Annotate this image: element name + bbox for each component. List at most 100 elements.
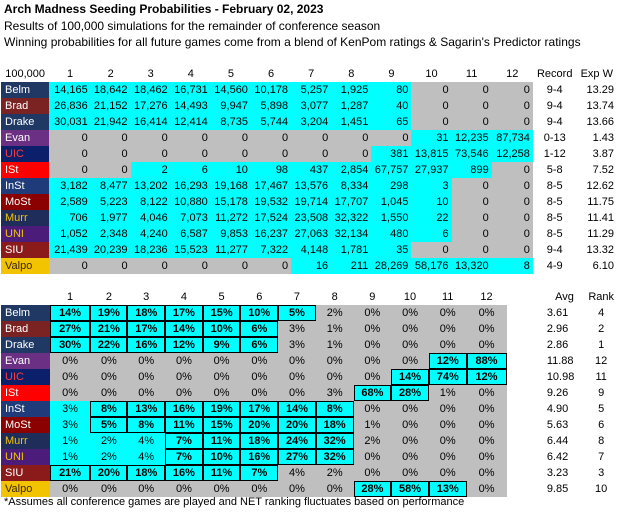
seed-percent-cell: 22% (90, 337, 128, 353)
seed-percent-cell: 0% (466, 481, 507, 497)
rank-col-header: Rank (588, 291, 614, 303)
seed-percent-cell: 15% (202, 417, 241, 433)
seed-percent-cell: 16% (127, 337, 166, 353)
seed-percent-cell: 0% (391, 401, 429, 417)
seed-count-cell: 11,272 (210, 210, 251, 226)
table-row: Drake 30,031 21,942 16,414 12,414 8,735 5,744 3… (1, 114, 617, 130)
team-label: Murr (1, 210, 50, 226)
team-label: InSt (1, 178, 50, 194)
seed-count-cell: 0 (291, 130, 332, 146)
seed-percent-cell: 68% (353, 385, 392, 401)
record-cell: 0-13 (543, 132, 566, 144)
seed-count-cell: 706 (49, 210, 91, 226)
expw-cell: 1.43 (592, 132, 614, 144)
seed-count-cell: 2,854 (331, 162, 372, 178)
team-label: InSt (1, 401, 50, 417)
seed-col-header: 2 (107, 68, 114, 80)
seed-percent-cell: 0% (127, 353, 166, 369)
seed-count-cell: 0 (491, 242, 533, 258)
seed-percent-cell: 0% (240, 385, 279, 401)
seed-count-cell: 13,576 (291, 178, 332, 194)
seed-count-cell: 0 (49, 258, 91, 274)
seed-percent-cell: 10% (240, 305, 279, 321)
seed-percent-cell: 20% (240, 417, 279, 433)
team-label: MoSt (1, 417, 50, 433)
seed-count-cell: 211 (331, 258, 372, 274)
team-label: Drake (1, 114, 50, 130)
seed-count-cell: 0 (210, 130, 251, 146)
seed-count-cell: 0 (411, 242, 452, 258)
seed-count-cell: 5,223 (90, 194, 131, 210)
seed-count-cell: 0 (491, 114, 533, 130)
seed-percent-cell: 0% (428, 417, 467, 433)
table-row: Evan 0% 0% 0% 0% 0% 0% 0% 0% 0% 0% 12% 88% 11.88 12 (1, 353, 617, 369)
avg-cell: 9.26 (546, 387, 569, 399)
rank-cell: 2 (598, 323, 605, 335)
seed-count-cell: 0 (451, 242, 492, 258)
seed-count-cell: 0 (130, 146, 171, 162)
seed-count-cell: 0 (331, 146, 372, 162)
seed-count-cell: 30,031 (49, 114, 91, 130)
team-label: Brad (1, 98, 50, 114)
seed-percent-cell: 12% (466, 369, 507, 385)
expw-cell: 7.52 (592, 164, 614, 176)
seed-percent-cell: 1% (315, 337, 354, 353)
table-row: Brad 26,836 21,152 17,276 14,493 9,947 5,898 3,… (1, 98, 617, 114)
seed-count-cell: 8,735 (210, 114, 251, 130)
seed-counts-table: 100,000 1 2 3 4 5 6 7 8 9 10 11 12 Recor… (1, 66, 617, 274)
seed-count-cell: 1,052 (49, 226, 91, 242)
seed-percent-cell: 28% (391, 385, 429, 401)
seed-col-header: 11 (442, 291, 454, 303)
seed-count-cell: 18,462 (130, 82, 171, 98)
seed-count-cell: 0 (451, 210, 492, 226)
seed-percent-cell: 0% (315, 369, 354, 385)
seed-count-cell: 12,414 (170, 114, 211, 130)
seed-count-cell: 0 (371, 130, 412, 146)
seed-count-cell: 2,589 (49, 194, 91, 210)
seed-percent-cell: 0% (165, 385, 203, 401)
seed-count-cell: 0 (451, 194, 492, 210)
seed-count-cell: 0 (170, 146, 211, 162)
seed-count-cell: 0 (250, 146, 292, 162)
seed-percent-cell: 0% (353, 401, 392, 417)
seed-count-cell: 1,287 (331, 98, 372, 114)
seed-count-cell: 7,073 (170, 210, 211, 226)
seed-count-cell: 10 (210, 162, 251, 178)
seed-percent-cell: 0% (353, 369, 392, 385)
record-cell: 8-5 (546, 212, 563, 224)
seed-col-header: 12 (480, 291, 493, 303)
seed-count-cell: 0 (130, 258, 171, 274)
counts-corner-label: 100,000 (5, 68, 46, 80)
seed-percent-cell: 0% (202, 481, 241, 497)
seed-count-cell: 73,546 (451, 146, 492, 162)
seed-percent-cell: 0% (391, 465, 429, 481)
seed-percent-cell: 0% (353, 337, 392, 353)
team-label: Valpo (1, 258, 50, 274)
seed-col-header: 1 (66, 68, 74, 80)
seed-percent-cell: 0% (391, 449, 429, 465)
spacer-col-header (507, 289, 544, 305)
seed-percent-cell: 18% (240, 433, 279, 449)
seed-count-cell: 298 (371, 178, 412, 194)
seed-col-header: 9 (369, 291, 376, 303)
seed-percent-cell: 0% (353, 449, 392, 465)
seed-count-cell: 10,178 (250, 82, 292, 98)
table-row: InSt 3% 8% 13% 16% 19% 17% 14% 8% 0% 0% 0% 0% 4.90 5 (1, 401, 617, 417)
seed-count-cell: 16,237 (250, 226, 292, 242)
seed-percent-cell: 0% (466, 305, 507, 321)
seed-count-cell: 1,045 (371, 194, 412, 210)
seed-percent-cell: 8% (315, 401, 354, 417)
seed-count-cell: 0 (491, 162, 533, 178)
rank-cell: 6 (598, 419, 605, 431)
team-label: Evan (1, 353, 50, 369)
seed-count-cell: 23,508 (291, 210, 332, 226)
team-label: Belm (1, 305, 50, 321)
rank-cell: 9 (598, 387, 605, 399)
seed-count-cell: 65 (371, 114, 412, 130)
seed-percent-cell: 0% (391, 353, 429, 369)
seed-col-header: 2 (105, 291, 112, 303)
seed-percent-cell: 10% (202, 321, 241, 337)
seed-count-cell: 32,134 (331, 226, 372, 242)
seed-count-cell: 8 (491, 258, 533, 274)
record-cell: 4-9 (546, 260, 563, 272)
